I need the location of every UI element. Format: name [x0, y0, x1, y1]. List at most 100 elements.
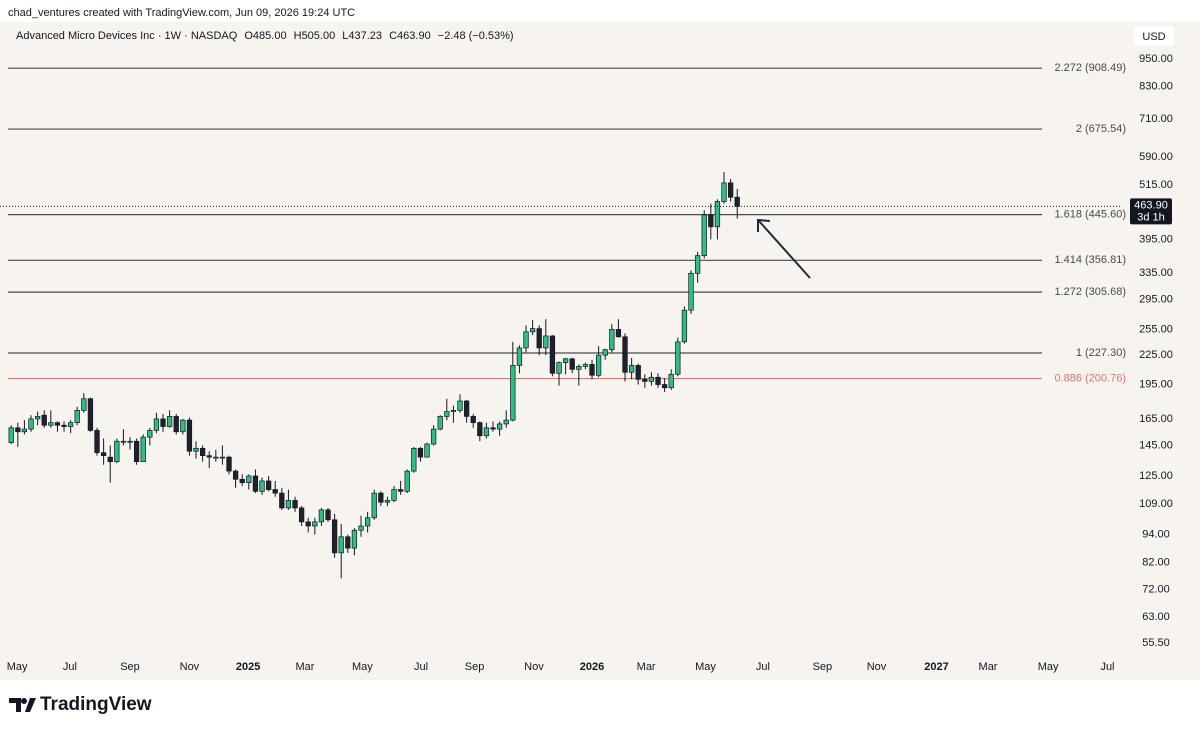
candle-body — [166, 416, 173, 427]
candle-body — [477, 422, 483, 437]
candle-body — [160, 418, 166, 427]
candle-body — [133, 440, 140, 463]
candle-body — [239, 478, 245, 484]
candle-body — [193, 447, 199, 452]
candle-body — [391, 489, 397, 501]
candle-body — [727, 182, 734, 198]
candle-body — [675, 341, 681, 375]
x-tick-label: Jul — [1100, 661, 1114, 673]
x-tick-label: 2026 — [580, 661, 604, 673]
candle-body — [595, 354, 602, 376]
x-tick-label: May — [1038, 661, 1059, 673]
legend-high: H505.00 — [294, 30, 336, 42]
y-tick-label: 165.00 — [1139, 413, 1173, 425]
candle-body — [199, 447, 206, 456]
candle-body — [708, 214, 714, 228]
candle-body — [213, 456, 219, 459]
candle-body — [463, 400, 470, 417]
plot: 950.00 830.00 710.00 590.00 515.00 395.00 335.… — [0, 53, 1173, 673]
candle-body — [457, 400, 463, 411]
candle-body — [265, 480, 272, 490]
arrow-line — [758, 220, 811, 279]
candle-body — [15, 427, 21, 433]
candle-body — [67, 422, 74, 427]
candle-body — [21, 428, 28, 433]
candle-body — [325, 509, 331, 521]
candle-body — [556, 362, 562, 374]
candle-body — [153, 418, 160, 431]
candle-body — [206, 455, 212, 458]
y-tick-label: 950.00 — [1139, 53, 1173, 65]
candle-body — [483, 427, 490, 437]
legend-change: −2.48 (−0.53%) — [438, 30, 514, 42]
candle-body — [259, 480, 265, 492]
candle-body — [529, 328, 536, 333]
candle-body — [450, 409, 457, 412]
x-tick-label: Nov — [524, 661, 544, 673]
arrow-annotation — [757, 218, 811, 279]
candle-body — [694, 255, 701, 274]
y-tick-label: 830.00 — [1139, 81, 1173, 93]
candle-body — [107, 456, 113, 463]
x-tick-label: Jul — [756, 661, 770, 673]
candle-body — [338, 536, 344, 554]
candle-body — [404, 470, 410, 492]
candle-body — [602, 349, 608, 356]
candle-body — [503, 419, 509, 425]
candle-body — [681, 309, 688, 343]
candle-body — [305, 521, 311, 527]
candle-body — [615, 329, 622, 338]
y-tick-label: 72.00 — [1142, 583, 1170, 595]
last-price-box — [1130, 198, 1172, 225]
x-tick-label: Sep — [120, 661, 140, 673]
y-tick-label: 295.00 — [1139, 293, 1173, 305]
legend-open: O485.00 — [244, 30, 286, 42]
candle-body — [424, 443, 430, 458]
candle-body — [292, 500, 298, 509]
candle-body — [100, 452, 107, 456]
candle-body — [569, 358, 575, 370]
candle-body — [589, 364, 595, 376]
y-tick-label: 710.00 — [1139, 113, 1173, 125]
candle-body — [582, 364, 589, 367]
x-tick-label: Nov — [180, 661, 200, 673]
candle-body — [173, 416, 179, 433]
candle-body — [180, 419, 186, 433]
candle-body — [635, 365, 641, 380]
y-tick-label: 145.00 — [1139, 439, 1173, 451]
candle-body — [655, 376, 661, 385]
candle-body — [371, 492, 377, 519]
chart-background — [0, 22, 1200, 680]
candle-body — [642, 378, 648, 382]
candle-body — [734, 196, 740, 207]
level-label: 1.618 (445.60) — [1054, 209, 1126, 221]
y-tick-label: 255.00 — [1139, 323, 1173, 335]
candle-body — [318, 509, 325, 523]
x-tick-label: Mar — [637, 661, 656, 673]
x-tick-label: Jul — [63, 661, 77, 673]
candle-body — [48, 422, 54, 426]
y-tick-label: 515.00 — [1139, 179, 1173, 191]
y-tick-label: 55.50 — [1142, 637, 1170, 649]
y-tick-label: 94.00 — [1142, 528, 1170, 540]
candle-body — [87, 398, 94, 431]
candle-body — [114, 440, 120, 463]
y-tick-label: 63.00 — [1142, 611, 1170, 623]
level-label: 0.886 (200.76) — [1054, 372, 1126, 384]
candle-body — [562, 358, 569, 363]
y-tick-label: 225.00 — [1139, 349, 1173, 361]
candle-body — [536, 328, 542, 349]
y-tick-label: 590.00 — [1139, 151, 1173, 163]
candle-body — [622, 336, 628, 373]
candle-body — [417, 447, 424, 458]
candle-body — [721, 182, 727, 202]
candle-body — [246, 475, 252, 484]
arrow-head — [757, 218, 771, 232]
legend-close: C463.90 — [389, 30, 431, 42]
candle-body — [351, 529, 358, 549]
candle-body — [510, 365, 516, 421]
level-label: 2.272 (908.49) — [1054, 62, 1126, 74]
countdown: 3d 1h — [1137, 211, 1165, 223]
candle-body — [628, 365, 635, 373]
x-tick-label: May — [352, 661, 373, 673]
